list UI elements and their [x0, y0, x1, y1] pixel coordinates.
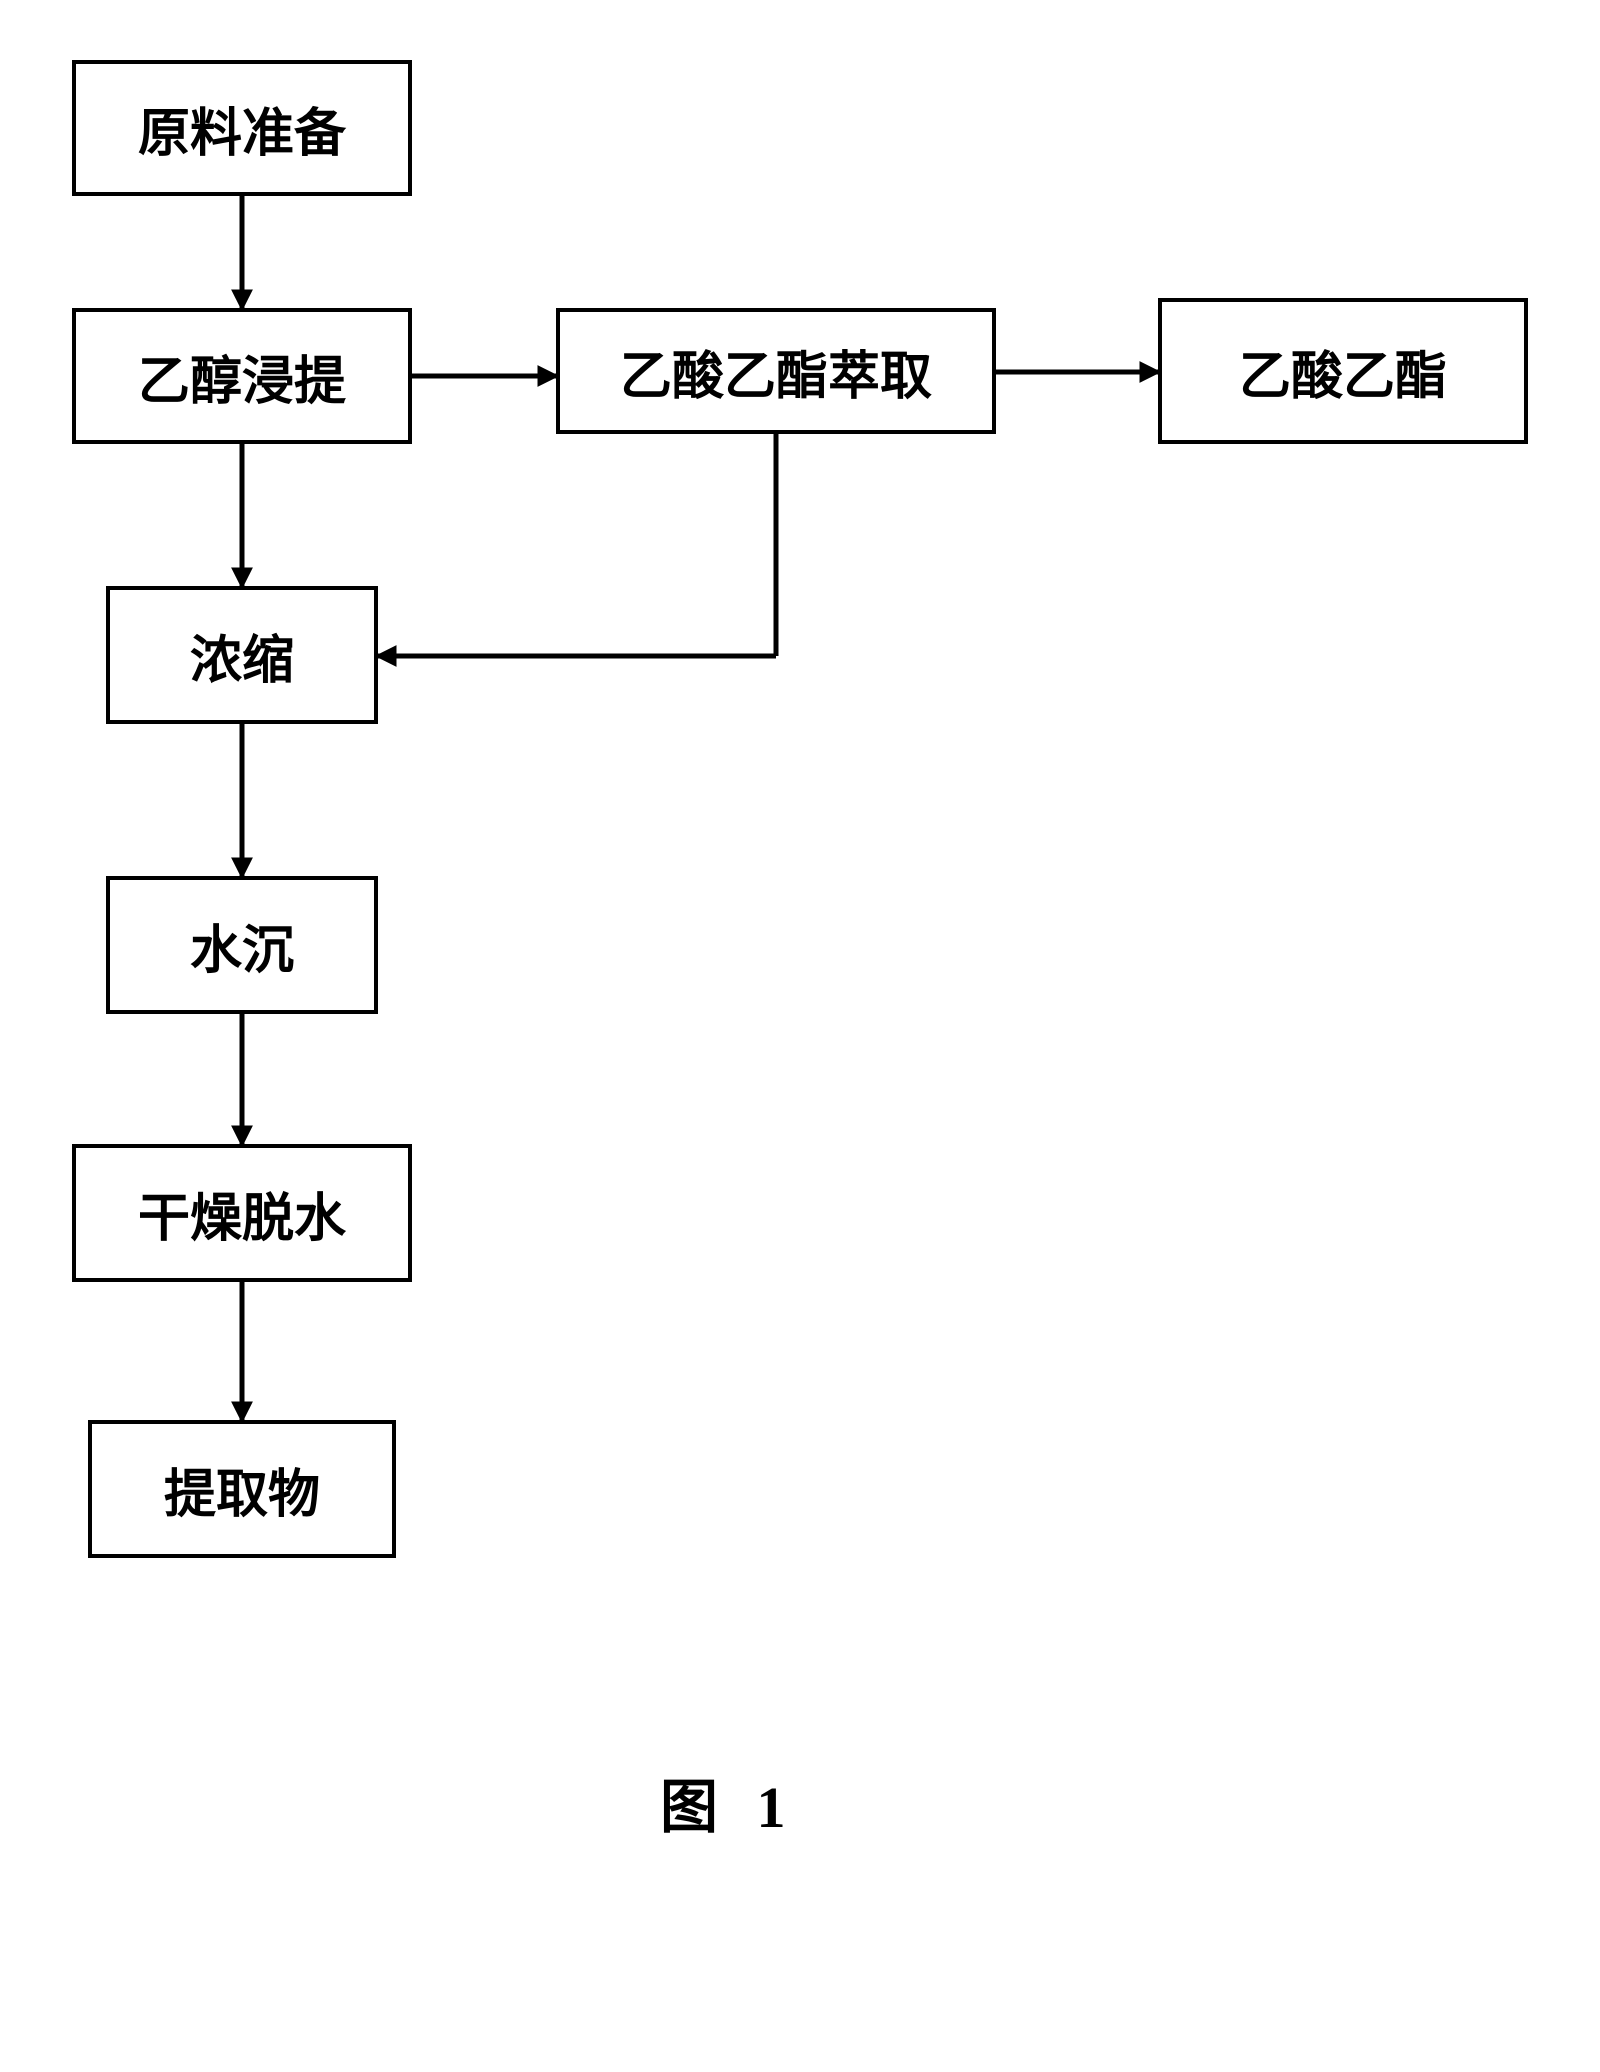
- node-label: 乙酸乙酯: [1239, 334, 1447, 409]
- node-label: 水沉: [190, 908, 294, 983]
- node-drying-dehydration: 干燥脱水: [72, 1144, 412, 1282]
- node-concentration: 浓缩: [106, 586, 378, 724]
- node-label: 浓缩: [190, 618, 294, 693]
- node-ethanol-extraction: 乙醇浸提: [72, 308, 412, 444]
- node-ethyl-acetate: 乙酸乙酯: [1158, 298, 1528, 444]
- node-label: 干燥脱水: [138, 1176, 346, 1251]
- caption-label: 图 1: [660, 1775, 798, 1840]
- figure-caption: 图 1: [660, 1760, 798, 1844]
- node-raw-material-prep: 原料准备: [72, 60, 412, 196]
- node-label: 乙酸乙酯萃取: [620, 334, 932, 409]
- flowchart-container: 原料准备 乙醇浸提 乙酸乙酯萃取 乙酸乙酯 浓缩 水沉 干燥脱水 提取物 图 1: [0, 0, 1600, 2072]
- node-extract: 提取物: [88, 1420, 396, 1558]
- node-ethyl-acetate-extraction: 乙酸乙酯萃取: [556, 308, 996, 434]
- node-label: 原料准备: [138, 91, 346, 166]
- node-label: 提取物: [164, 1452, 320, 1527]
- node-water-precipitation: 水沉: [106, 876, 378, 1014]
- node-label: 乙醇浸提: [138, 339, 346, 414]
